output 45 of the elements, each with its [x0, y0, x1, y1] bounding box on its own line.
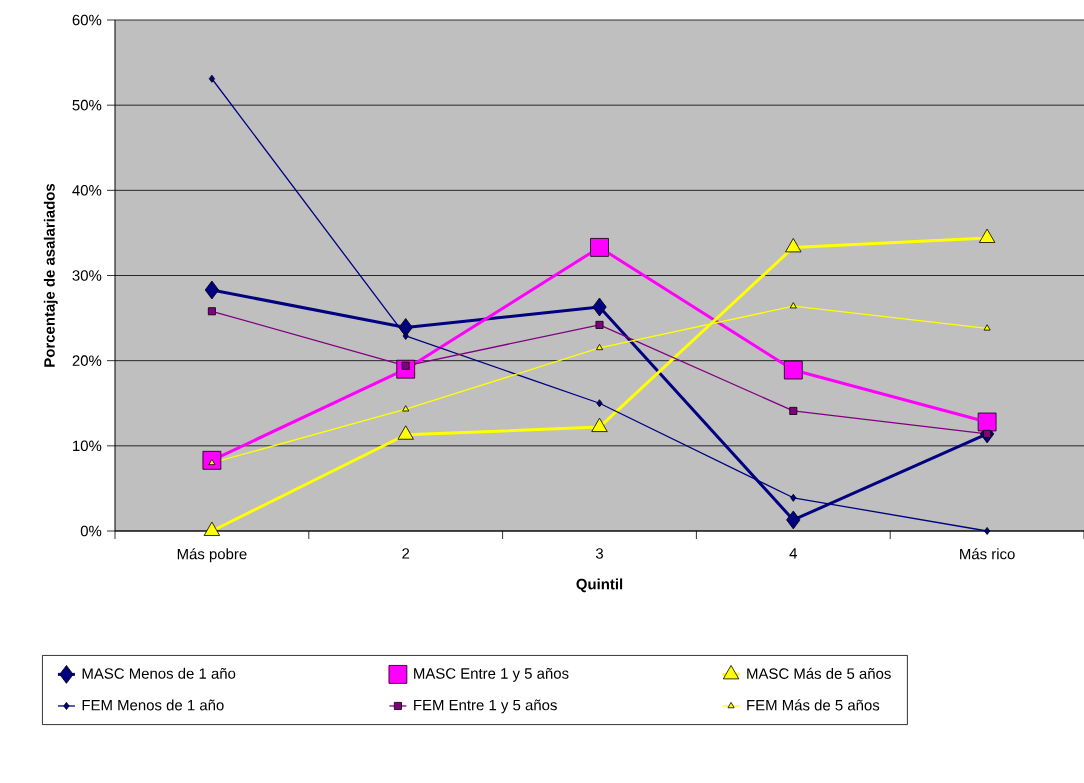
legend-label: FEM Más de 5 años: [747, 699, 880, 711]
point: [983, 324, 991, 331]
y-tick-label: 40%: [72, 185, 102, 196]
point: [592, 297, 607, 317]
point: [590, 238, 609, 257]
legend-label: FEM Menos de 1 año: [82, 699, 224, 711]
point: [401, 361, 410, 370]
point: [977, 412, 997, 432]
point: [204, 280, 220, 300]
y-tick-label: 30%: [72, 270, 102, 281]
x-tick-label: Más rico: [960, 548, 1015, 560]
point: [208, 458, 216, 466]
point: [983, 429, 992, 438]
point: [595, 320, 604, 329]
legend-label: MASC Menos de 1 año: [82, 667, 236, 679]
y-tick-label: 10%: [73, 440, 102, 452]
point: [208, 74, 215, 83]
point: [984, 527, 991, 535]
point: [202, 450, 222, 470]
point: [397, 425, 414, 440]
point: [790, 493, 797, 502]
x-tick-label: Más pobre: [177, 548, 247, 563]
point: [783, 360, 803, 380]
legend-label: FEM Entre 1 y 5 años: [414, 699, 557, 714]
x-tick-label: 3: [595, 548, 604, 559]
y-tick-label: 20%: [72, 355, 102, 366]
point: [786, 510, 801, 530]
y-tick-label: 60%: [72, 14, 102, 26]
x-tick-label: 2: [402, 548, 410, 559]
x-tick-label: 4: [789, 548, 798, 559]
point: [207, 307, 216, 316]
y-tick-label: 50%: [72, 99, 102, 111]
point: [402, 331, 409, 340]
point: [398, 318, 413, 337]
y-axis-title: Porcentaje de asalariados: [43, 183, 58, 367]
point: [789, 302, 797, 309]
point: [789, 406, 798, 415]
y-tick-label: 0%: [80, 525, 102, 537]
point: [596, 399, 603, 408]
point: [785, 238, 802, 253]
legend-label: MASC Más de 5 años: [747, 667, 891, 679]
legend-label: MASC Entre 1 y 5 años: [414, 667, 569, 682]
point: [596, 343, 604, 351]
x-axis-title: Quintil: [576, 578, 623, 593]
point: [402, 405, 410, 412]
